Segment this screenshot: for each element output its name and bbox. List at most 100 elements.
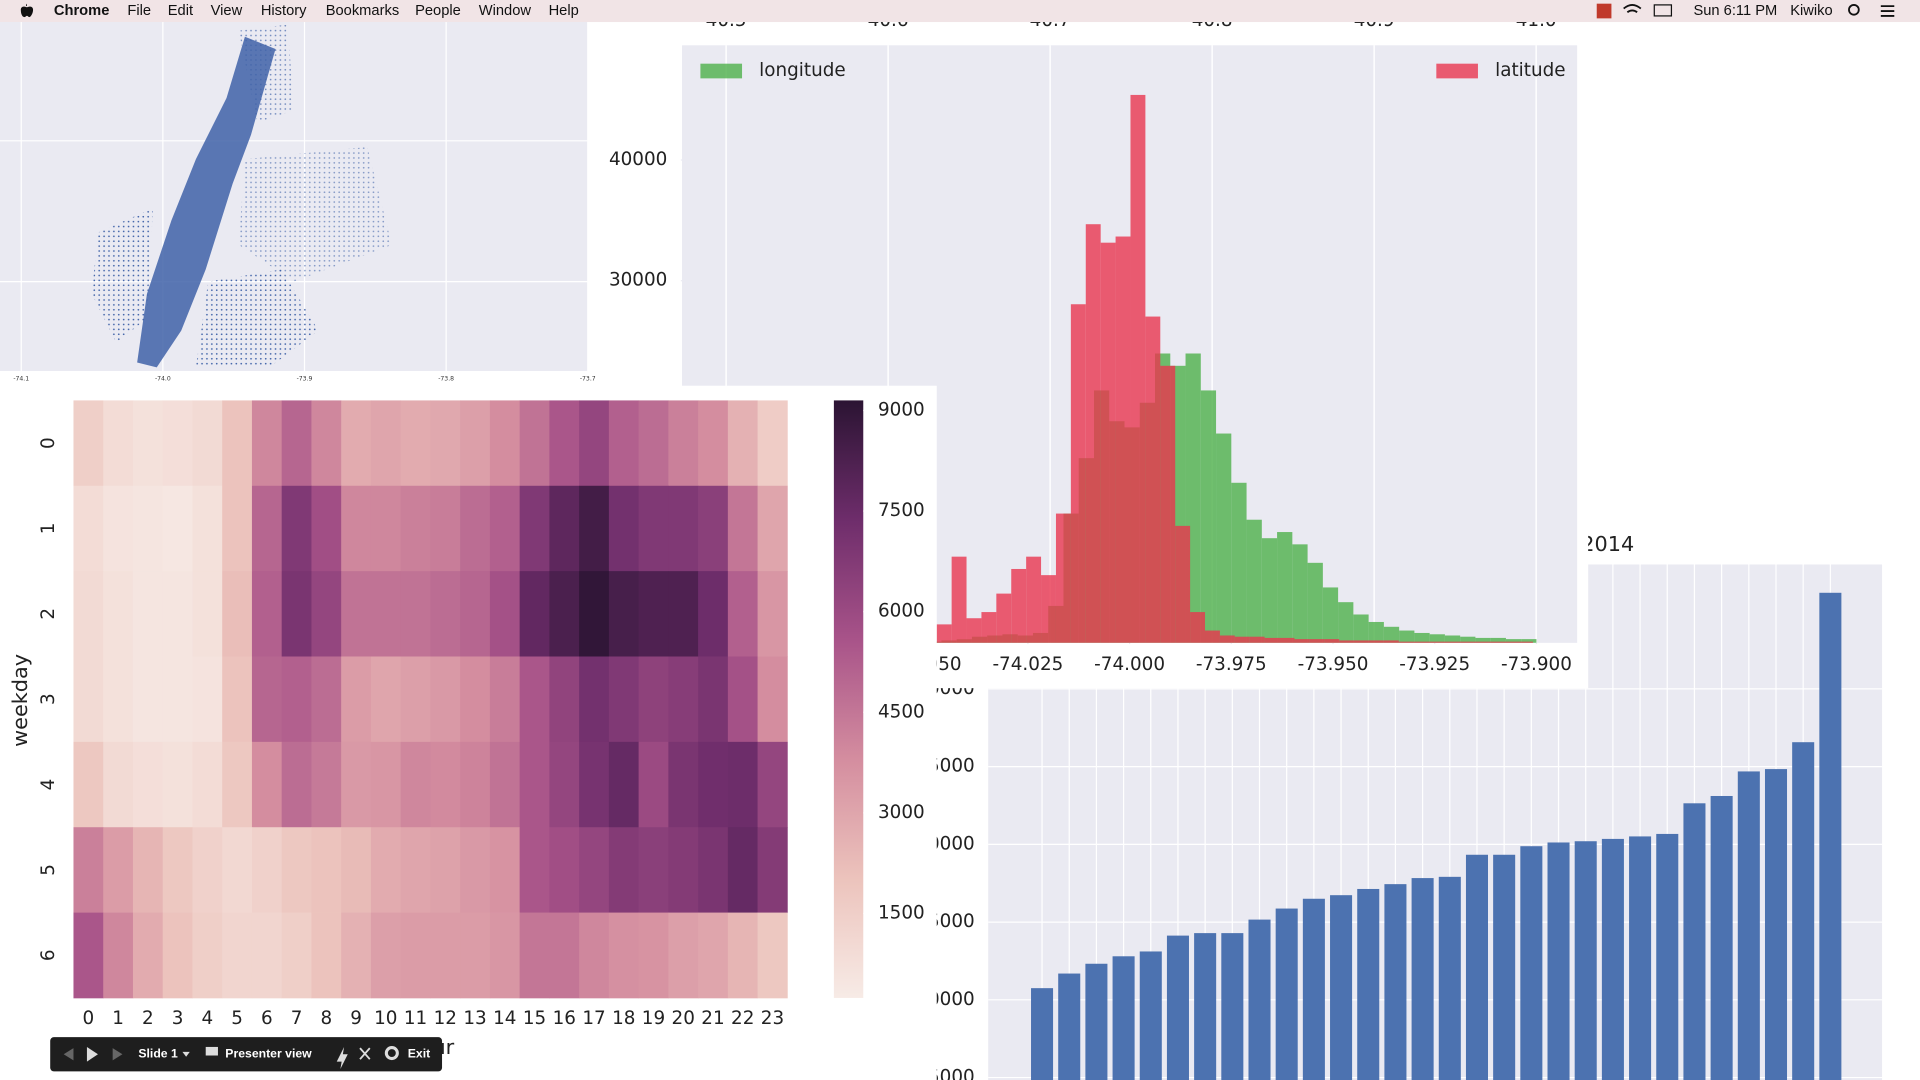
heatmap-cell bbox=[638, 485, 669, 572]
heatmap-cell bbox=[251, 400, 283, 487]
y-tick-label: 0 bbox=[38, 437, 59, 449]
y-tick-label: 40000 bbox=[609, 149, 667, 170]
bar bbox=[1031, 988, 1054, 1080]
menu-item[interactable]: People bbox=[415, 3, 461, 19]
airplay-icon[interactable] bbox=[1653, 4, 1673, 17]
heatmap-cell bbox=[400, 571, 431, 657]
heatmap-cell bbox=[370, 827, 402, 913]
wifi-icon[interactable] bbox=[1623, 3, 1642, 14]
histogram-bar bbox=[1322, 587, 1339, 643]
heatmap-cell bbox=[757, 656, 788, 743]
prev-button[interactable] bbox=[63, 1048, 74, 1061]
clock[interactable]: Sun 6:11 PM bbox=[1693, 3, 1777, 19]
histogram-bar bbox=[1368, 640, 1384, 643]
heatmap-cell bbox=[281, 741, 312, 828]
bar bbox=[1357, 888, 1380, 1080]
notification-icon[interactable] bbox=[1880, 5, 1895, 17]
menu-items: File Edit View History Bookmarks People Window… bbox=[127, 3, 578, 19]
histogram-bar bbox=[1200, 390, 1217, 643]
heatmap-figure: 0 1 2 3 4 5 6 7 8 9 10 11 12 13 14 15 16 17 18 19 20 21 22 2301… bbox=[0, 385, 937, 1080]
histogram-bar bbox=[1521, 639, 1537, 643]
histogram-bar bbox=[1460, 636, 1476, 643]
bar bbox=[1547, 842, 1570, 1080]
heatmap-cell bbox=[489, 400, 521, 487]
bar bbox=[1520, 846, 1543, 1080]
heatmap-cell bbox=[549, 912, 580, 999]
heatmap-cell bbox=[400, 656, 431, 743]
histogram-bar bbox=[1115, 236, 1131, 643]
user-menu[interactable]: Kiwiko bbox=[1790, 3, 1832, 19]
map-points bbox=[195, 269, 319, 368]
heatmap-cell bbox=[311, 741, 342, 828]
histogram-bar bbox=[1518, 641, 1533, 643]
presenter-view-button[interactable]: Presenter view bbox=[225, 1047, 312, 1061]
heatmap-cell bbox=[638, 912, 669, 999]
heatmap-cell bbox=[757, 912, 788, 999]
legend-swatch bbox=[1436, 63, 1478, 79]
x-tick-label: -73.9 bbox=[297, 375, 313, 382]
heatmap-cell bbox=[430, 400, 461, 487]
spotlight-icon[interactable] bbox=[1848, 3, 1860, 16]
x-tick-label: 11 bbox=[404, 1008, 427, 1029]
histogram-bar bbox=[1399, 630, 1415, 643]
heatmap-cell bbox=[222, 827, 253, 913]
heatmap-cell bbox=[549, 571, 580, 657]
apple-menu[interactable] bbox=[20, 3, 34, 18]
menu-item[interactable]: Edit bbox=[168, 3, 193, 19]
x-tick-label: 9 bbox=[350, 1008, 362, 1029]
heatmap-cell bbox=[400, 741, 431, 828]
menu-item[interactable]: File bbox=[127, 3, 151, 19]
heatmap-cell bbox=[73, 827, 104, 913]
heatmap-cell bbox=[132, 485, 164, 572]
heatmap-cell bbox=[341, 827, 372, 913]
x-tick-label: 8 bbox=[320, 1008, 332, 1029]
bar bbox=[1683, 803, 1706, 1080]
slideshow-toolbar: Slide 1 Presenter view Exit bbox=[50, 1037, 443, 1072]
bar bbox=[1085, 963, 1108, 1080]
heatmap-cell bbox=[73, 485, 104, 572]
play-button[interactable] bbox=[86, 1046, 98, 1062]
menu-item[interactable]: Bookmarks bbox=[326, 3, 399, 19]
heatmap-cell bbox=[460, 741, 491, 828]
laser-button[interactable] bbox=[336, 1046, 348, 1069]
histogram-bar bbox=[1294, 639, 1310, 643]
histogram-bar bbox=[1505, 639, 1522, 643]
slide-selector[interactable]: Slide 1 bbox=[138, 1047, 178, 1061]
next-button[interactable] bbox=[112, 1048, 123, 1061]
histogram-bar bbox=[1324, 639, 1340, 643]
heatmap-cell bbox=[132, 741, 164, 828]
exit-button[interactable]: Exit bbox=[408, 1047, 430, 1061]
bar bbox=[1574, 841, 1597, 1080]
menu-item[interactable]: View bbox=[211, 3, 243, 19]
histogram-bar bbox=[1205, 630, 1220, 643]
heatmap-cell bbox=[549, 741, 580, 828]
bar bbox=[1166, 935, 1189, 1080]
heatmap-cell bbox=[162, 827, 193, 913]
histogram-bar bbox=[1458, 641, 1474, 643]
menu-item[interactable]: History bbox=[261, 3, 307, 19]
histogram-bar bbox=[1160, 365, 1176, 643]
x-tick-label: 16 bbox=[553, 1008, 576, 1029]
settings-button[interactable] bbox=[384, 1046, 399, 1061]
bar bbox=[1275, 908, 1298, 1080]
bar bbox=[1601, 838, 1624, 1080]
menu-item[interactable]: Window bbox=[479, 3, 532, 19]
fullscreen-button[interactable] bbox=[359, 1047, 371, 1060]
heatmap-cell bbox=[192, 827, 223, 913]
heatmap-cell bbox=[430, 571, 461, 657]
heatmap-cell bbox=[668, 571, 699, 657]
heatmap-cell bbox=[579, 571, 610, 657]
app-menu[interactable]: Chrome bbox=[54, 3, 110, 19]
status-icon[interactable] bbox=[1596, 3, 1612, 19]
heatmap-cell bbox=[370, 912, 402, 999]
heatmap-cell bbox=[73, 400, 104, 487]
heatmap-cell bbox=[430, 912, 461, 999]
x-tick-label: -74.000 bbox=[1094, 654, 1165, 675]
x-tick-label: 0 bbox=[82, 1008, 94, 1029]
toolbar-bg bbox=[50, 1037, 443, 1072]
menu-item[interactable]: Help bbox=[549, 3, 579, 19]
menu-bar-bg bbox=[0, 0, 1920, 23]
histogram-bar bbox=[1413, 641, 1429, 643]
x-tick-label: -73.950 bbox=[1298, 654, 1369, 675]
